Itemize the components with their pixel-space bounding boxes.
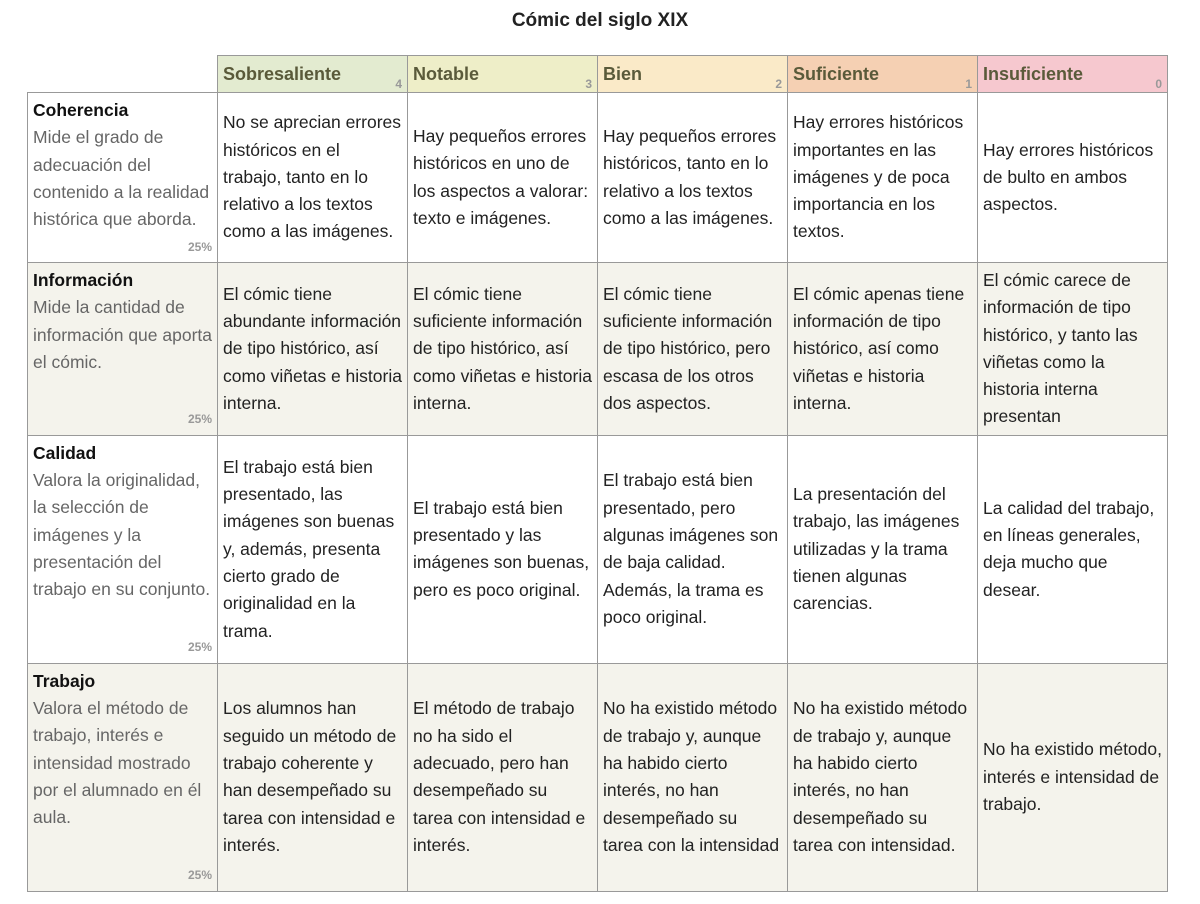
rubric-cell: La presentación del trabajo, las imágene…: [787, 434, 978, 664]
criterion-weight: 25%: [187, 412, 212, 427]
criterion-weight: 25%: [187, 868, 212, 883]
criterion-cell: Calidad Valora la originalidad, la selecc…: [27, 434, 218, 664]
criterion-description: Valora la originalidad, la selección de …: [33, 470, 211, 600]
rubric-cell: La calidad del trabajo, en líneas genera…: [977, 434, 1168, 664]
column-score: 2: [775, 77, 782, 91]
criterion-description: Valora el método de trabajo, interés e i…: [33, 698, 202, 828]
criterion-row: Coherencia Mide el grado de adecuación de…: [27, 92, 1168, 263]
column-label: Suficiente: [793, 63, 880, 84]
rubric-cell: El trabajo está bien presentado, las imá…: [217, 434, 408, 664]
rubric-cell: El trabajo está bien presentado y las im…: [407, 434, 598, 664]
rubric-cell: No ha existido método, interés e intensi…: [977, 662, 1168, 892]
rubric-cell: Hay errores históricos de bulto en ambos…: [977, 92, 1168, 263]
column-score: 3: [585, 77, 592, 91]
rubric-cell: El cómic tiene suficiente información de…: [407, 262, 598, 436]
column-label: Sobresaliente: [223, 63, 342, 84]
column-score: 4: [395, 77, 402, 91]
criterion-description: Mide la cantidad de información que apor…: [33, 297, 212, 372]
column-score: 1: [965, 77, 972, 91]
criterion-name: Coherencia: [33, 100, 129, 120]
column-header: Insuficiente 0: [977, 55, 1168, 93]
rubric-cell: El método de trabajo no ha sido el adecu…: [407, 662, 598, 892]
column-header: Sobresaliente 4: [217, 55, 408, 93]
criterion-row: Información Mide la cantidad de informaci…: [27, 262, 1168, 436]
column-header: Notable 3: [407, 55, 598, 93]
rubric-cell: Hay errores históricos importantes en la…: [787, 92, 978, 263]
rubric-cell: El cómic apenas tiene información de tip…: [787, 262, 978, 436]
criterion-cell: Información Mide la cantidad de informaci…: [27, 262, 218, 436]
criterion-cell: Trabajo Valora el método de trabajo, inte…: [27, 662, 218, 892]
rubric-cell: Los alumnos han seguido un método de tra…: [217, 662, 408, 892]
rubric-cell: Hay pequeños errores históricos, tanto e…: [597, 92, 788, 263]
rubric-table: Sobresaliente 4 Notable 3 Bien 2 Suficiente 1 In…: [27, 55, 1168, 892]
title: Cómic del siglo XIX: [511, 10, 689, 31]
rubric-cell: No ha existido método de trabajo y, aunq…: [597, 662, 788, 892]
column-header: Bien 2: [597, 55, 788, 93]
rubric-cell: Hay pequeños errores históricos en uno d…: [407, 92, 598, 263]
criterion-description: Mide el grado de adecuación del contenid…: [33, 127, 210, 230]
rubric-cell: El cómic carece de información de tipo h…: [977, 262, 1168, 436]
rubric-cell: El cómic tiene abundante información de …: [217, 262, 408, 436]
header-row: Sobresaliente 4 Notable 3 Bien 2 Suficiente 1 In…: [27, 55, 1168, 93]
rubric-cell: No ha existido método de trabajo y, aunq…: [787, 662, 978, 892]
column-score: 0: [1155, 77, 1162, 91]
criterion-row: Calidad Valora la originalidad, la selecc…: [27, 434, 1168, 664]
criterion-name: Trabajo: [33, 670, 96, 691]
criterion-name: Información: [33, 270, 134, 290]
column-label: Insuficiente: [983, 63, 1084, 84]
criterion-weight: 25%: [187, 640, 212, 655]
rubric-cell: El trabajo está bien presentado, pero al…: [597, 434, 788, 664]
criterion-row: Trabajo Valora el método de trabajo, inte…: [27, 662, 1168, 892]
column-label: Bien: [603, 63, 643, 84]
criterion-name: Calidad: [33, 442, 97, 463]
column-header: Suficiente 1: [787, 55, 978, 93]
rubric-cell: No se aprecian errores históricos en el …: [217, 92, 408, 263]
column-label: Notable: [413, 63, 480, 84]
criterion-weight: 25%: [187, 239, 212, 254]
corner: [27, 55, 218, 93]
criterion-cell: Coherencia Mide el grado de adecuación de…: [27, 92, 218, 263]
rubric-cell: El cómic tiene suficiente información de…: [597, 262, 788, 436]
